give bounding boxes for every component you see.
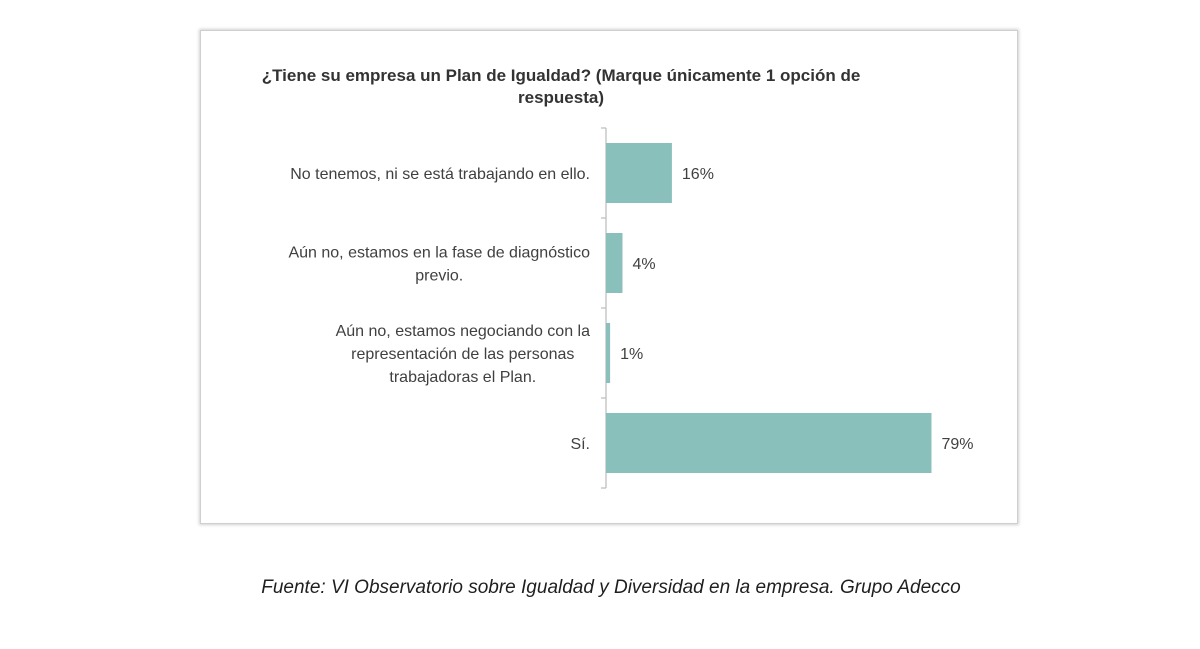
data-label-3: 1%	[620, 346, 643, 363]
data-label-4: 79%	[941, 436, 973, 453]
chart-frame: ¿Tiene su empresa un Plan de Igualdad? (…	[200, 30, 1018, 524]
category-label-4: Sí.	[570, 436, 590, 453]
category-label-2: Aún no, estamos en la fase de diagnóstic…	[288, 245, 590, 285]
bar-4	[606, 413, 932, 473]
data-label-2: 4%	[632, 256, 655, 273]
bar-3	[606, 323, 611, 383]
source-caption: Fuente: VI Observatorio sobre Igualdad y…	[261, 577, 961, 598]
bar-2	[606, 233, 623, 293]
bar-chart: 16% No tenemos, ni se está trabajando en …	[288, 127, 974, 489]
category-label-3: Aún no, estamos negociando con la represe…	[336, 323, 591, 386]
bar-1	[606, 143, 672, 203]
category-label-1: No tenemos, ni se está trabajando en ell…	[290, 166, 590, 183]
data-label-1: 16%	[682, 166, 714, 183]
chart-title: ¿Tiene su empresa un Plan de Igualdad? (…	[261, 66, 861, 107]
